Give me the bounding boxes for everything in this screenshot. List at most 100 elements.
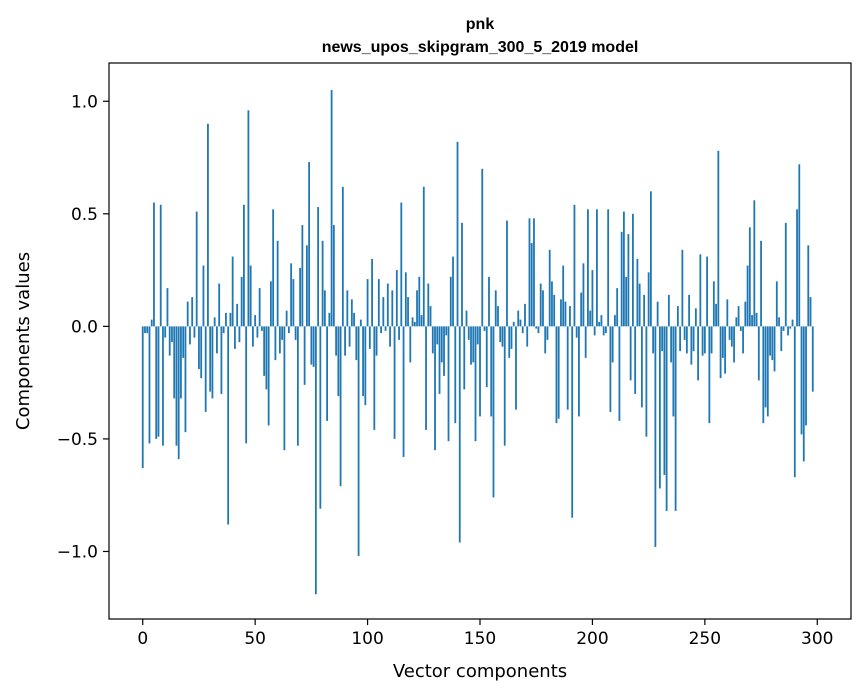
bar-76: [312, 326, 315, 367]
bar-59: [274, 326, 277, 361]
bar-134: [443, 326, 445, 376]
bar-183: [553, 294, 556, 327]
bar-258: [721, 326, 724, 358]
bar-162: [506, 220, 508, 327]
bar-250: [703, 326, 706, 354]
bar-133: [440, 326, 443, 363]
bar-196: [582, 263, 585, 327]
bar-97: [359, 319, 362, 327]
chart-subtitle: news_upos_skipgram_300_5_2019 model: [322, 39, 639, 56]
bar-114: [398, 326, 400, 340]
bar-119: [409, 326, 412, 363]
bar-49: [252, 326, 254, 347]
bar-182: [551, 281, 553, 327]
bar-6: [155, 326, 158, 439]
bar-188: [564, 301, 567, 327]
bar-140: [456, 141, 459, 327]
bar-294: [802, 326, 805, 462]
bar-117: [404, 272, 407, 327]
bar-243: [688, 294, 691, 327]
bar-152: [483, 326, 486, 331]
bar-47: [247, 110, 250, 327]
bar-103: [373, 326, 376, 430]
x-tick-label: 300: [801, 629, 833, 649]
bar-164: [510, 326, 513, 349]
bar-107: [382, 297, 385, 327]
bar-14: [173, 326, 176, 399]
bar-178: [542, 290, 544, 327]
bar-69: [296, 326, 299, 446]
bar-264: [735, 317, 738, 327]
bar-137: [449, 276, 452, 327]
bar-210: [614, 315, 616, 327]
bar-72: [303, 326, 306, 385]
bar-26: [200, 326, 203, 379]
bar-135: [445, 326, 448, 336]
x-tick-label: 250: [689, 629, 721, 649]
bar-73: [305, 245, 308, 327]
bar-261: [728, 326, 731, 340]
plot-frame: [108, 62, 852, 620]
bar-281: [773, 326, 776, 372]
bar-170: [524, 303, 526, 327]
bar-90: [344, 326, 346, 356]
bar-205: [602, 326, 605, 336]
bar-255: [715, 303, 717, 327]
bar-34: [218, 283, 221, 327]
bar-109: [386, 283, 389, 327]
bar-86: [335, 326, 337, 356]
bar-146: [470, 326, 472, 365]
bar-62: [281, 326, 284, 340]
bar-249: [701, 326, 704, 356]
bar-120: [411, 317, 414, 327]
bar-285: [782, 326, 785, 331]
bar-63: [283, 326, 286, 451]
bar-5: [153, 202, 155, 327]
bar-212: [618, 326, 621, 421]
bar-85: [332, 225, 335, 327]
bar-1: [144, 326, 146, 334]
bar-256: [717, 150, 720, 327]
bar-230: [658, 326, 661, 489]
bar-189: [566, 326, 569, 410]
bar-165: [512, 321, 515, 327]
bar-68: [294, 326, 297, 340]
bar-94: [353, 312, 355, 327]
bar-156: [492, 326, 495, 498]
bar-125: [422, 186, 425, 327]
bar-201: [593, 326, 596, 336]
bar-0: [141, 326, 144, 469]
bar-223: [643, 294, 646, 327]
bar-208: [609, 326, 612, 412]
bar-18: [182, 326, 185, 358]
bar-276: [762, 326, 765, 424]
bar-160: [501, 326, 504, 347]
bar-44: [240, 276, 243, 327]
bar-61: [278, 326, 281, 354]
bar-116: [402, 326, 405, 457]
bar-198: [587, 209, 589, 327]
bar-172: [528, 218, 531, 327]
bar-216: [627, 234, 630, 327]
bar-147: [472, 326, 475, 363]
bar-50: [254, 315, 257, 327]
bar-199: [589, 310, 592, 327]
bar-228: [654, 326, 657, 547]
bar-266: [739, 326, 742, 331]
bar-98: [362, 326, 364, 397]
bar-91: [346, 290, 349, 327]
bar-280: [771, 326, 774, 361]
bar-185: [557, 326, 560, 419]
bar-193: [575, 326, 578, 338]
bar-118: [407, 297, 409, 327]
bar-289: [791, 319, 794, 327]
bar-221: [638, 283, 641, 327]
bar-136: [447, 326, 450, 442]
bar-104: [375, 326, 378, 356]
bar-274: [757, 326, 760, 381]
bar-2: [146, 326, 149, 334]
bar-209: [611, 326, 614, 363]
bar-43: [238, 326, 241, 343]
x-tick-label: 200: [576, 629, 608, 649]
bar-227: [652, 326, 655, 354]
